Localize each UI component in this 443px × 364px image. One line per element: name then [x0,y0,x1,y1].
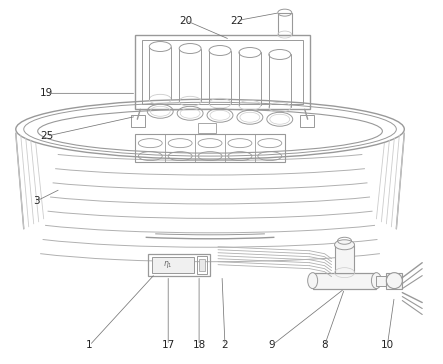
Text: $\eta_1$: $\eta_1$ [163,259,173,270]
Bar [148,254,210,276]
Text: 3: 3 [33,196,40,206]
Bar [131,115,145,127]
Text: 9: 9 [268,340,275,351]
Text: 22: 22 [230,16,244,25]
Bar [152,257,194,273]
Text: 10: 10 [381,340,394,351]
Text: 19: 19 [40,88,53,98]
Bar [197,256,207,274]
Bar [300,115,314,127]
Ellipse shape [334,240,354,250]
Text: 8: 8 [321,340,328,351]
Bar [198,123,216,133]
Text: 18: 18 [192,340,206,351]
Bar [278,13,292,35]
Text: 20: 20 [179,16,193,25]
Bar [386,273,402,289]
Ellipse shape [308,273,318,289]
Bar [313,273,377,289]
Text: 25: 25 [40,131,53,141]
Ellipse shape [371,273,381,289]
Bar [135,35,310,109]
Bar [142,40,303,104]
Bar [334,245,354,273]
Text: 17: 17 [162,340,175,351]
Bar [199,259,205,271]
Bar [377,276,394,286]
Text: 2: 2 [222,340,228,351]
Bar [135,134,285,162]
Ellipse shape [386,273,402,289]
Text: 1: 1 [86,340,93,351]
